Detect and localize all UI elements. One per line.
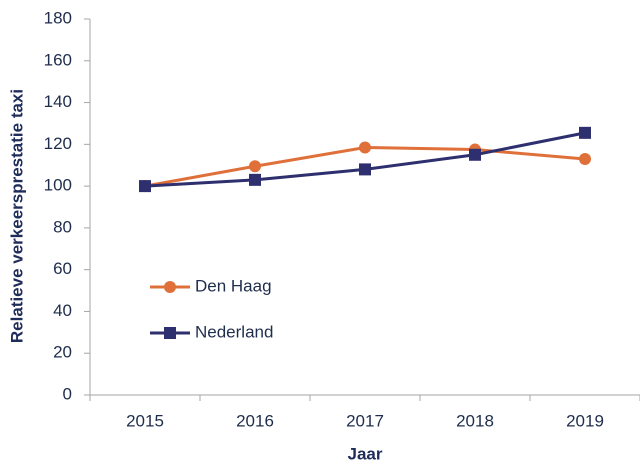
data-point (579, 126, 591, 139)
y-tick-label: 100 (44, 176, 72, 195)
legend-marker (164, 281, 176, 293)
data-point (469, 148, 481, 161)
y-tick-label: 60 (53, 259, 72, 278)
data-point (249, 173, 261, 186)
x-tick-label: 2017 (346, 411, 384, 430)
x-tick-label: 2015 (126, 411, 164, 430)
y-axis-title: Relatieve verkeersprestatie taxi (7, 89, 26, 343)
data-point (139, 180, 151, 193)
data-point (359, 163, 371, 176)
x-tick-label: 2016 (236, 411, 274, 430)
data-point (579, 152, 591, 165)
legend-marker (164, 327, 176, 339)
x-tick-label: 2018 (456, 411, 494, 430)
legend-label: Den Haag (195, 276, 272, 295)
data-point (249, 160, 261, 173)
series-line (144, 131, 586, 188)
y-tick-label: 80 (53, 217, 72, 236)
x-axis-title: Jaar (348, 444, 383, 463)
y-tick-label: 140 (44, 92, 72, 111)
y-tick-label: 40 (53, 301, 72, 320)
y-tick-label: 160 (44, 50, 72, 69)
y-tick-label: 20 (53, 343, 72, 362)
y-tick-label: 0 (63, 384, 72, 403)
y-tick-label: 180 (44, 8, 72, 27)
data-point (359, 141, 371, 154)
legend-label: Nederland (195, 322, 273, 341)
x-tick-label: 2019 (566, 411, 604, 430)
y-tick-label: 120 (44, 134, 72, 153)
